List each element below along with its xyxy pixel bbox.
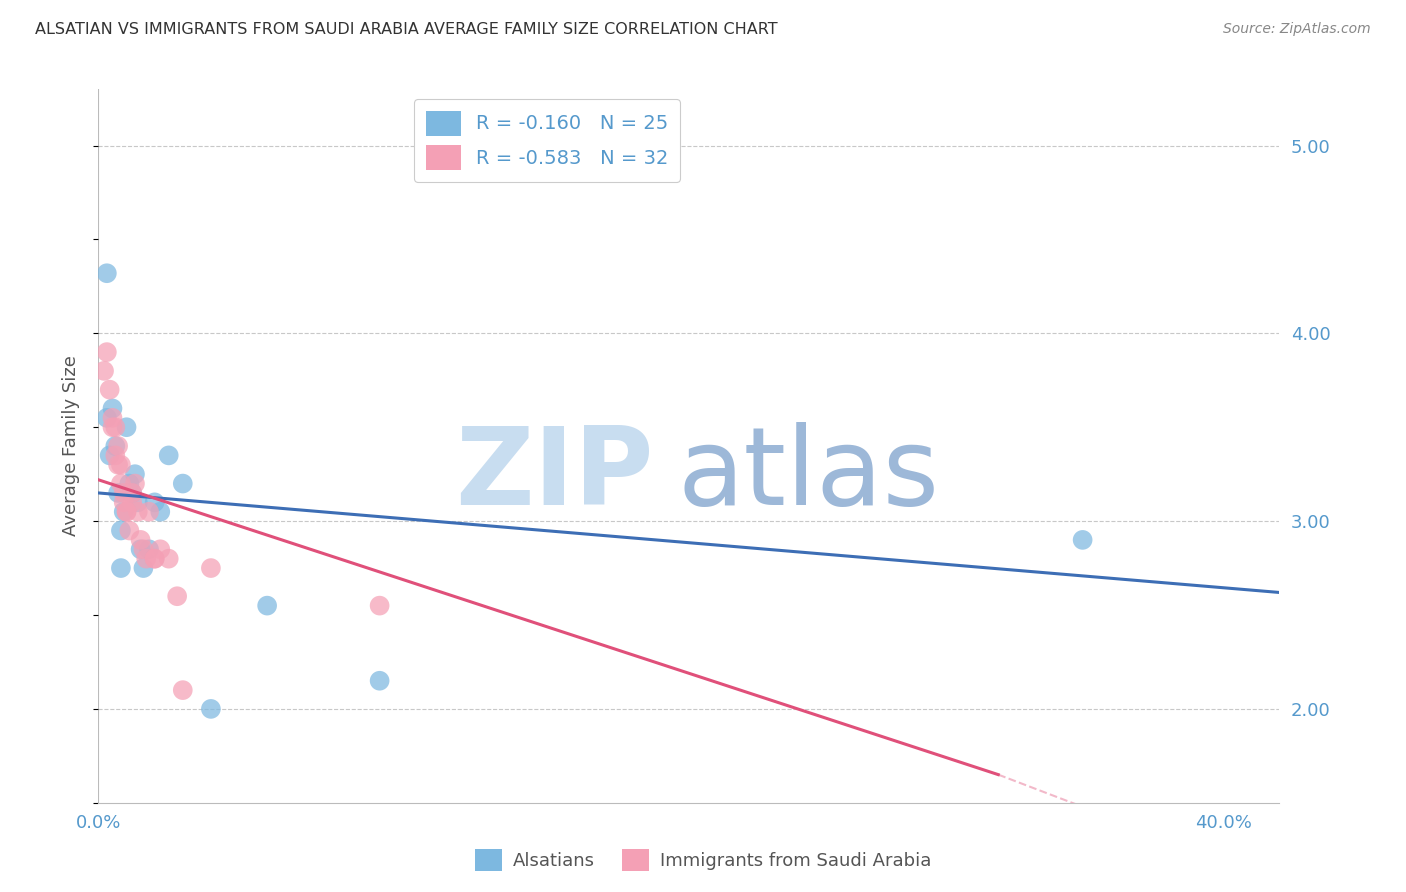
Point — [121, 486, 143, 500]
Point — [101, 401, 124, 416]
Point — [138, 505, 160, 519]
Text: ZIP: ZIP — [456, 422, 654, 527]
Point — [121, 495, 143, 509]
Point — [98, 383, 121, 397]
Point — [143, 551, 166, 566]
Point — [107, 458, 129, 472]
Point — [110, 476, 132, 491]
Point — [124, 476, 146, 491]
Point — [104, 439, 127, 453]
Point — [135, 551, 157, 566]
Text: ALSATIAN VS IMMIGRANTS FROM SAUDI ARABIA AVERAGE FAMILY SIZE CORRELATION CHART: ALSATIAN VS IMMIGRANTS FROM SAUDI ARABIA… — [35, 22, 778, 37]
Point — [127, 505, 149, 519]
Point — [110, 524, 132, 538]
Point — [132, 561, 155, 575]
Point — [368, 599, 391, 613]
Y-axis label: Average Family Size: Average Family Size — [62, 356, 80, 536]
Point — [118, 524, 141, 538]
Point — [1071, 533, 1094, 547]
Point — [157, 449, 180, 463]
Point — [368, 673, 391, 688]
Legend: Alsatians, Immigrants from Saudi Arabia: Alsatians, Immigrants from Saudi Arabia — [468, 842, 938, 879]
Point — [143, 495, 166, 509]
Point — [101, 420, 124, 434]
Point — [157, 551, 180, 566]
Point — [149, 505, 172, 519]
Point — [107, 486, 129, 500]
Text: Source: ZipAtlas.com: Source: ZipAtlas.com — [1223, 22, 1371, 37]
Point — [127, 495, 149, 509]
Point — [256, 599, 278, 613]
Point — [172, 683, 194, 698]
Point — [124, 467, 146, 482]
Point — [166, 589, 188, 603]
Text: atlas: atlas — [678, 422, 939, 527]
Point — [149, 542, 172, 557]
Point — [200, 702, 222, 716]
Point — [138, 542, 160, 557]
Point — [112, 505, 135, 519]
Point — [200, 561, 222, 575]
Point — [96, 345, 118, 359]
Point — [172, 476, 194, 491]
Point — [132, 542, 155, 557]
Point — [110, 561, 132, 575]
Point — [121, 486, 143, 500]
Point — [98, 449, 121, 463]
Point — [129, 542, 152, 557]
Point — [96, 410, 118, 425]
Point — [129, 533, 152, 547]
Point — [112, 495, 135, 509]
Point — [143, 551, 166, 566]
Legend: R = -0.160   N = 25, R = -0.583   N = 32: R = -0.160 N = 25, R = -0.583 N = 32 — [415, 99, 681, 182]
Point — [101, 410, 124, 425]
Point — [118, 476, 141, 491]
Point — [96, 266, 118, 280]
Point — [104, 420, 127, 434]
Point — [115, 420, 138, 434]
Point — [115, 505, 138, 519]
Point — [107, 439, 129, 453]
Point — [112, 486, 135, 500]
Point — [104, 449, 127, 463]
Point — [93, 364, 115, 378]
Point — [110, 458, 132, 472]
Point — [115, 505, 138, 519]
